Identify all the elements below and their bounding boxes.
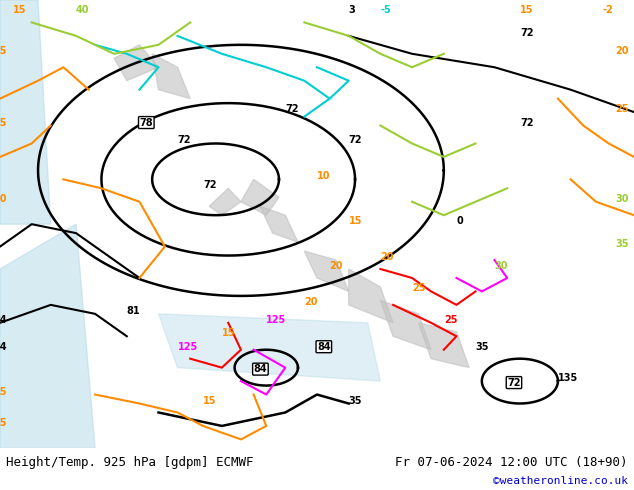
Text: 10: 10: [0, 194, 7, 204]
Text: 20: 20: [304, 297, 318, 307]
Text: 15: 15: [0, 387, 7, 396]
Text: -2: -2: [602, 5, 613, 16]
Polygon shape: [304, 251, 349, 292]
Text: 81: 81: [127, 306, 140, 316]
Text: 72: 72: [520, 28, 533, 38]
Text: 125: 125: [178, 342, 198, 352]
Text: 78: 78: [139, 118, 153, 127]
Polygon shape: [114, 45, 158, 81]
Text: 15: 15: [203, 395, 216, 406]
Text: 84: 84: [0, 315, 7, 325]
Text: 72: 72: [349, 135, 362, 146]
Polygon shape: [0, 0, 51, 224]
Text: 35: 35: [476, 342, 489, 352]
Text: 15: 15: [349, 216, 362, 226]
Text: 72: 72: [520, 118, 533, 127]
Text: -5: -5: [380, 5, 391, 16]
Polygon shape: [260, 206, 298, 242]
Text: 84: 84: [254, 364, 267, 374]
Text: 72: 72: [203, 180, 216, 190]
Polygon shape: [152, 54, 190, 98]
Text: 72: 72: [507, 378, 521, 388]
Polygon shape: [241, 179, 279, 215]
Text: 20: 20: [615, 46, 628, 56]
Text: 84: 84: [0, 342, 7, 352]
Text: 20: 20: [330, 261, 343, 271]
Text: 15: 15: [222, 328, 235, 338]
Polygon shape: [418, 323, 469, 368]
Text: 25: 25: [615, 104, 628, 114]
Text: 15: 15: [0, 46, 7, 56]
Text: 72: 72: [178, 135, 191, 146]
Text: 84: 84: [317, 342, 330, 352]
Text: 10: 10: [317, 172, 330, 181]
Text: 40: 40: [76, 5, 89, 16]
Text: 72: 72: [285, 104, 299, 114]
Text: 25: 25: [444, 315, 457, 325]
Text: 25: 25: [412, 283, 425, 294]
Text: ©weatheronline.co.uk: ©weatheronline.co.uk: [493, 476, 628, 486]
Text: 15: 15: [520, 5, 533, 16]
Text: Height/Temp. 925 hPa [gdpm] ECMWF: Height/Temp. 925 hPa [gdpm] ECMWF: [6, 456, 254, 469]
Text: 15: 15: [13, 5, 26, 16]
Text: 15: 15: [0, 118, 7, 127]
Text: 20: 20: [380, 252, 394, 262]
Polygon shape: [349, 269, 393, 323]
Polygon shape: [158, 314, 380, 381]
Text: Fr 07-06-2024 12:00 UTC (18+90): Fr 07-06-2024 12:00 UTC (18+90): [395, 456, 628, 469]
Text: 0: 0: [456, 216, 463, 226]
Text: 35: 35: [349, 395, 362, 406]
Text: 125: 125: [266, 315, 287, 325]
Polygon shape: [380, 300, 431, 350]
Text: 3: 3: [349, 5, 356, 16]
Text: 30: 30: [495, 261, 508, 271]
Text: 30: 30: [615, 194, 628, 204]
Text: 135: 135: [558, 373, 578, 383]
Polygon shape: [209, 188, 241, 215]
Text: 15: 15: [0, 418, 7, 428]
Text: 35: 35: [615, 239, 628, 248]
Polygon shape: [0, 224, 95, 448]
